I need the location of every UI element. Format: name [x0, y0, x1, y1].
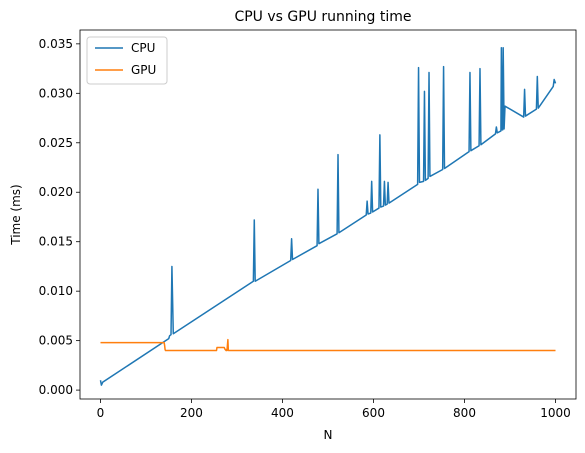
legend: CPU GPU [86, 36, 168, 85]
y-tick-label: 0.005 [39, 334, 73, 348]
legend-label-gpu: GPU [131, 63, 156, 77]
x-axis: 0 200 400 600 800 1000 [97, 399, 571, 420]
y-axis-label: Time (ms) [9, 184, 23, 246]
y-tick-label: 0.000 [39, 383, 73, 397]
x-tick-label: 1000 [540, 406, 571, 420]
series-line-gpu [100, 338, 556, 352]
x-tick-label: 800 [453, 406, 476, 420]
x-tick-label: 400 [271, 406, 294, 420]
y-tick-label: 0.035 [39, 37, 73, 51]
chart-title: CPU vs GPU running time [234, 9, 411, 25]
y-axis: 0.000 0.005 0.010 0.015 0.020 0.025 0.030 0.035 [39, 37, 80, 397]
y-tick-label: 0.025 [39, 136, 73, 150]
x-tick-label: 0 [97, 406, 105, 420]
series-lines [99, 47, 557, 386]
plot-area-frame [79, 29, 577, 400]
y-tick-label: 0.030 [39, 86, 73, 100]
y-tick-label: 0.015 [39, 235, 73, 249]
y-tick-label: 0.020 [39, 185, 73, 199]
series-line-cpu [99, 47, 557, 386]
x-tick-label: 200 [180, 406, 203, 420]
y-tick-label: 0.010 [39, 284, 73, 298]
legend-label-cpu: CPU [131, 41, 155, 55]
x-tick-label: 600 [362, 406, 385, 420]
x-axis-label: N [324, 428, 333, 442]
